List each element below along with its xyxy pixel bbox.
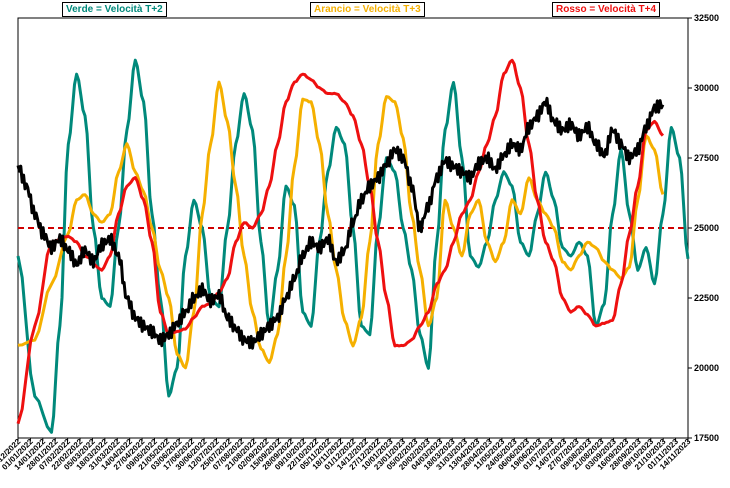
series-line-black [16, 96, 665, 350]
series-line-green [16, 58, 690, 434]
y-tick-label: 20000 [694, 363, 719, 373]
series-layer [16, 58, 690, 434]
y-tick-label: 32500 [694, 13, 719, 23]
legend-green: Verde = Velocità T+2 [62, 2, 167, 17]
y-tick-label: 22500 [694, 293, 719, 303]
y-tick-label: 17500 [694, 433, 719, 443]
y-tick-label: 25000 [694, 223, 719, 233]
series-line-orange [17, 80, 665, 370]
y-tick-label: 30000 [694, 83, 719, 93]
legend-red: Rosso = Velocità T+4 [552, 2, 661, 17]
x-axis: 16/12/202201/01/202214/01/202228/01/2022… [0, 437, 693, 472]
legend-orange: Arancio = Velocità T+3 [310, 2, 425, 17]
y-tick-label: 27500 [694, 153, 719, 163]
y-axis: 17500 20000 22500 25000 27500 30000 32500 [688, 13, 719, 443]
series-line-red [16, 58, 665, 425]
